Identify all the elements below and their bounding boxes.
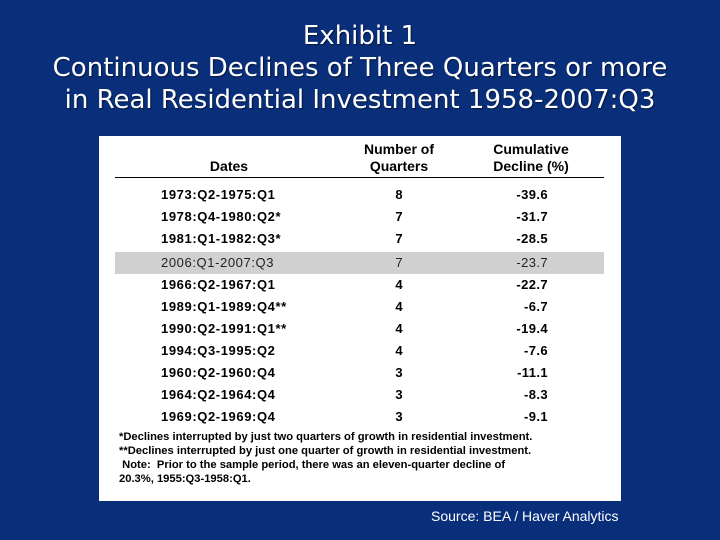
cell-decline: -22.7 bbox=[516, 277, 548, 292]
table-row: 1966:Q2-1967:Q1 4 -22.7 bbox=[115, 274, 604, 296]
cell-dates: 1973:Q2-1975:Q1 bbox=[161, 187, 276, 202]
cell-decline: -31.7 bbox=[516, 209, 548, 224]
cell-dates: 1964:Q2-1964:Q4 bbox=[161, 387, 276, 402]
cell-dates: 2006:Q1-2007:Q3 bbox=[161, 255, 275, 270]
source-note: Source: BEA / Haver Analytics bbox=[431, 508, 619, 524]
cell-decline: -8.3 bbox=[523, 387, 548, 402]
cell-decline: -9.1 bbox=[523, 409, 548, 424]
table-row: 1994:Q3-1995:Q2 4 -7.6 bbox=[115, 340, 604, 362]
cell-decline: -39.6 bbox=[516, 187, 548, 202]
table-row: 1964:Q2-1964:Q4 3 -8.3 bbox=[115, 384, 604, 406]
title-line-3: in Real Residential Investment 1958-2007… bbox=[64, 85, 656, 115]
header-divider bbox=[115, 177, 604, 178]
cell-dates: 1978:Q4-1980:Q2* bbox=[161, 209, 282, 224]
cell-quarters: 3 bbox=[395, 365, 403, 380]
table-row-highlighted: 2006:Q1-2007:Q3 7 -23.7 bbox=[115, 252, 604, 274]
cell-dates: 1994:Q3-1995:Q2 bbox=[161, 343, 276, 358]
header-quarters: Number of Quarters bbox=[344, 141, 454, 179]
cell-decline: -28.5 bbox=[516, 231, 548, 246]
table-row: 1990:Q2-1991:Q1** 4 -19.4 bbox=[115, 318, 604, 340]
cell-quarters: 3 bbox=[395, 409, 403, 424]
header-decline: Cumulative Decline (%) bbox=[471, 141, 591, 179]
footnotes: *Declines interrupted by just two quarte… bbox=[119, 430, 614, 486]
cell-dates: 1981:Q1-1982:Q3* bbox=[161, 231, 282, 246]
cell-dates: 1960:Q2-1960:Q4 bbox=[161, 365, 276, 380]
slide-title: Exhibit 1 Continuous Declines of Three Q… bbox=[0, 20, 720, 116]
cell-decline: -23.7 bbox=[516, 255, 548, 270]
cell-decline: -7.6 bbox=[523, 343, 548, 358]
table-panel: Dates Number of Quarters Cumulative Decl… bbox=[99, 136, 621, 501]
cell-dates: 1966:Q2-1967:Q1 bbox=[161, 277, 276, 292]
cell-quarters: 8 bbox=[395, 187, 403, 202]
table-row: 1973:Q2-1975:Q1 8 -39.6 bbox=[115, 184, 604, 206]
title-line-2: Continuous Declines of Three Quarters or… bbox=[52, 53, 668, 83]
cell-decline: -19.4 bbox=[516, 321, 548, 336]
footnote-4: 20.3%, 1955:Q3-1958:Q1. bbox=[119, 473, 251, 485]
cell-decline: -6.7 bbox=[523, 299, 548, 314]
cell-quarters: 7 bbox=[395, 255, 403, 270]
table-row: 1960:Q2-1960:Q4 3 -11.1 bbox=[115, 362, 604, 384]
cell-quarters: 4 bbox=[395, 277, 403, 292]
header-decline-line-2: Decline (%) bbox=[493, 158, 569, 174]
cell-quarters: 3 bbox=[395, 387, 403, 402]
table-row: 1989:Q1-1989:Q4** 4 -6.7 bbox=[115, 296, 604, 318]
cell-quarters: 4 bbox=[395, 321, 403, 336]
table-row: 1969:Q2-1969:Q4 3 -9.1 bbox=[115, 406, 604, 428]
header-quarters-line-2: Quarters bbox=[369, 158, 429, 174]
header-quarters-line-1: Number of bbox=[364, 141, 434, 157]
table-row: 1978:Q4-1980:Q2* 7 -31.7 bbox=[115, 206, 604, 228]
footnote-2: **Declines interrupted by just one quart… bbox=[119, 445, 532, 457]
cell-quarters: 4 bbox=[395, 299, 403, 314]
cell-quarters: 7 bbox=[395, 231, 403, 246]
header-dates: Dates bbox=[209, 158, 249, 174]
cell-quarters: 7 bbox=[395, 209, 403, 224]
title-line-1: Exhibit 1 bbox=[302, 21, 418, 51]
cell-dates: 1969:Q2-1969:Q4 bbox=[161, 409, 276, 424]
footnote-3: Note: Prior to the sample period, there … bbox=[119, 459, 506, 471]
cell-quarters: 4 bbox=[395, 343, 403, 358]
table-row: 1981:Q1-1982:Q3* 7 -28.5 bbox=[115, 228, 604, 250]
footnote-1: *Declines interrupted by just two quarte… bbox=[119, 431, 533, 443]
header-decline-line-1: Cumulative bbox=[493, 141, 569, 157]
cell-dates: 1990:Q2-1991:Q1** bbox=[161, 321, 287, 336]
cell-dates: 1989:Q1-1989:Q4** bbox=[161, 299, 287, 314]
cell-decline: -11.1 bbox=[517, 365, 548, 380]
